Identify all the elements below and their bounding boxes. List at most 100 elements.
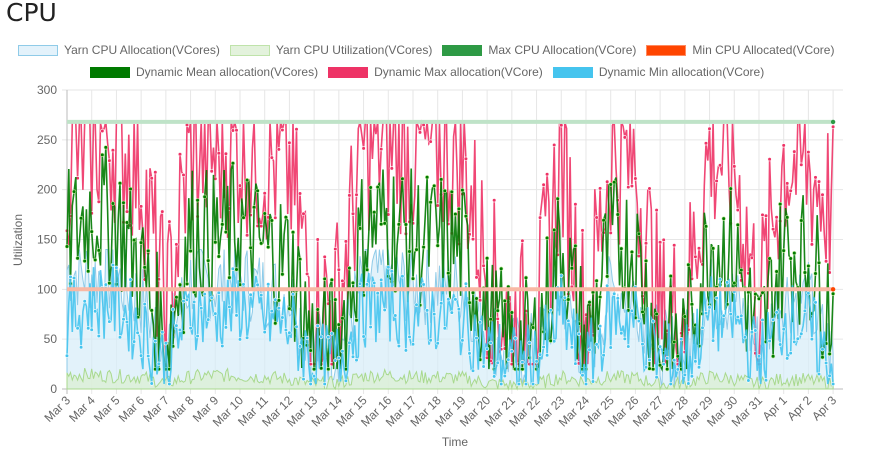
data-point	[552, 339, 557, 344]
legend-label: Max CPU Allocation(VCore)	[488, 43, 637, 57]
data-point	[124, 220, 130, 225]
data-point	[93, 257, 98, 263]
data-point	[735, 314, 740, 320]
data-point	[439, 177, 444, 182]
data-point	[636, 231, 642, 236]
x-tick-label: Mar 5	[91, 393, 123, 425]
legend-item-min-allocated[interactable]: Min CPU Allocated(VCore)	[646, 43, 834, 57]
data-point	[82, 299, 87, 304]
data-point	[396, 222, 402, 227]
data-point	[495, 360, 500, 365]
data-point	[326, 367, 331, 372]
data-point	[301, 377, 306, 382]
legend-item-yarn-allocation[interactable]: Yarn CPU Allocation(VCores)	[18, 43, 220, 57]
data-point	[601, 218, 606, 223]
data-point	[654, 311, 659, 317]
data-point	[195, 198, 200, 203]
data-point	[202, 194, 207, 199]
data-point	[802, 308, 808, 314]
data-point	[760, 212, 765, 217]
data-point	[86, 269, 91, 274]
data-point	[749, 255, 755, 260]
data-point	[78, 216, 84, 221]
data-point	[481, 263, 486, 268]
data-point	[343, 378, 349, 383]
data-point	[463, 281, 469, 286]
legend-item-max-allocation[interactable]: Max CPU Allocation(VCore)	[442, 43, 636, 57]
data-point	[329, 331, 334, 336]
data-point	[329, 277, 334, 283]
data-point	[124, 209, 130, 214]
legend-swatch	[442, 44, 483, 56]
data-point	[689, 374, 695, 379]
data-point	[124, 319, 130, 325]
data-point	[333, 246, 338, 252]
data-point	[160, 209, 165, 214]
data-point	[223, 151, 228, 156]
data-point	[463, 156, 469, 161]
data-point	[552, 142, 557, 148]
data-point	[619, 246, 624, 251]
data-point	[555, 196, 560, 201]
data-point	[393, 313, 398, 318]
data-point	[132, 339, 137, 344]
data-point	[234, 128, 239, 133]
data-point	[174, 323, 179, 328]
data-point	[640, 309, 645, 315]
data-point	[308, 381, 313, 387]
data-point	[509, 310, 514, 315]
data-point	[499, 266, 504, 271]
data-point	[333, 297, 338, 302]
data-point	[781, 143, 786, 148]
data-point	[315, 323, 320, 329]
data-point	[827, 373, 832, 378]
legend-item-dynamic-max[interactable]: Dynamic Max allocation(VCore)	[328, 65, 543, 79]
legend-item-yarn-utilization[interactable]: Yarn CPU Utilization(VCores)	[229, 43, 432, 57]
x-tick-label: Mar 4	[66, 393, 98, 425]
data-point	[682, 314, 687, 319]
data-point	[693, 254, 698, 259]
data-point	[513, 336, 518, 341]
data-point	[537, 215, 543, 220]
data-point	[636, 318, 642, 324]
legend-item-dynamic-min[interactable]: Dynamic Min allocation(VCore)	[552, 65, 764, 79]
data-point	[259, 241, 264, 246]
data-point	[541, 182, 546, 187]
data-point	[770, 317, 776, 323]
data-point	[583, 381, 589, 387]
data-point	[693, 359, 698, 364]
data-point	[389, 166, 394, 171]
data-point	[523, 381, 529, 387]
data-point	[121, 317, 126, 322]
data-point	[206, 258, 211, 263]
data-point	[552, 227, 557, 233]
data-point	[255, 188, 260, 193]
data-point	[435, 341, 440, 346]
data-point	[544, 353, 550, 358]
data-point	[336, 322, 341, 327]
data-point	[470, 237, 476, 242]
data-point	[696, 246, 702, 251]
data-point	[474, 296, 479, 301]
data-point	[305, 271, 310, 277]
data-point	[64, 244, 70, 249]
data-point	[357, 281, 363, 286]
data-point	[615, 212, 620, 217]
data-point	[446, 271, 451, 276]
data-point	[530, 381, 536, 387]
data-point	[770, 227, 776, 232]
data-point	[725, 280, 730, 285]
data-point	[495, 316, 500, 322]
data-point	[407, 249, 412, 254]
data-point	[273, 297, 278, 302]
legend-item-dynamic-mean[interactable]: Dynamic Mean allocation(VCores)	[90, 65, 318, 79]
data-point	[665, 356, 670, 361]
data-point	[89, 327, 94, 332]
data-point	[365, 282, 370, 287]
data-point	[375, 291, 380, 296]
data-point	[788, 256, 793, 261]
data-point	[785, 181, 790, 186]
data-point	[174, 242, 179, 247]
data-point	[665, 367, 670, 372]
data-point	[269, 218, 274, 223]
